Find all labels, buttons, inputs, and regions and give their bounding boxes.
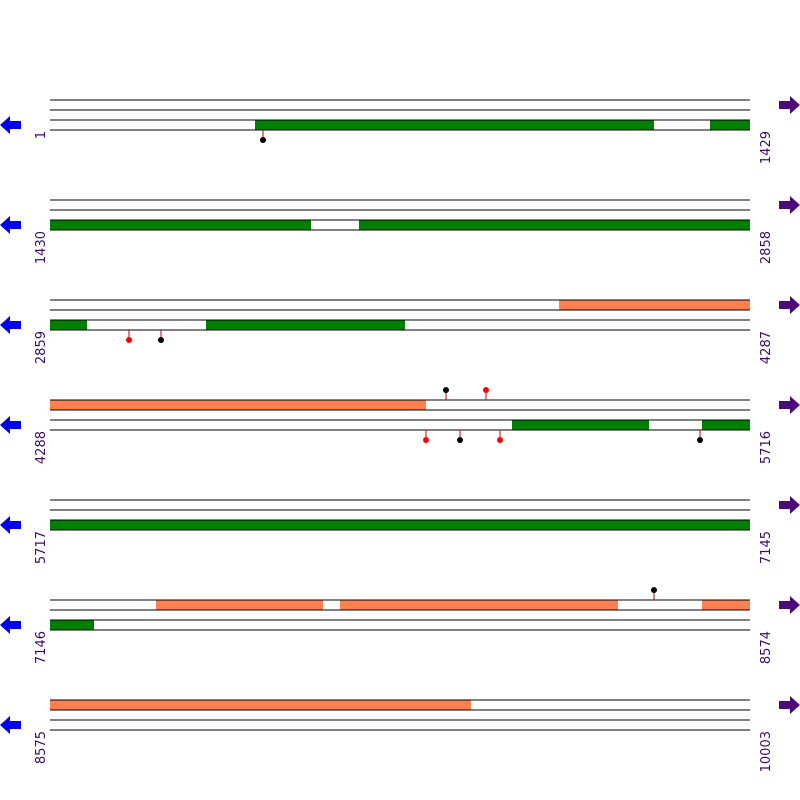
right-arrow [779, 96, 800, 114]
left-arrow [0, 116, 21, 134]
feature-bar [50, 320, 87, 330]
pin-head [260, 137, 266, 143]
pin-head [697, 437, 703, 443]
left-arrow [0, 416, 21, 434]
left-arrow [0, 316, 21, 334]
feature-bar [50, 400, 426, 410]
row-start: 8575 [34, 731, 49, 764]
left-arrow [0, 616, 21, 634]
row-end: 2858 [759, 231, 774, 264]
left-arrow [0, 216, 21, 234]
right-arrow [779, 496, 800, 514]
feature-bar [702, 600, 750, 610]
row-end: 8574 [759, 631, 774, 664]
feature-bar [255, 120, 654, 130]
feature-bar [50, 620, 94, 630]
right-arrow [779, 596, 800, 614]
row-end: 1429 [759, 131, 774, 164]
left-arrow [0, 516, 21, 534]
pin-head [483, 387, 489, 393]
feature-bar [50, 520, 750, 530]
feature-bar [710, 120, 750, 130]
pin-head [423, 437, 429, 443]
feature-bar [206, 320, 405, 330]
feature-bar [50, 700, 471, 710]
right-arrow [779, 396, 800, 414]
pin-head [497, 437, 503, 443]
row-end: 4287 [759, 331, 774, 364]
pin-head [443, 387, 449, 393]
feature-bar [702, 420, 750, 430]
row-start: 5717 [34, 531, 49, 564]
right-arrow [779, 196, 800, 214]
pin-head [651, 587, 657, 593]
right-arrow [779, 296, 800, 314]
row-start: 1 [34, 131, 49, 139]
feature-bar [559, 300, 750, 310]
row-start: 7146 [34, 631, 49, 664]
left-arrow [0, 716, 21, 734]
pin-head [457, 437, 463, 443]
feature-bar [156, 600, 323, 610]
row-start: 4288 [34, 431, 49, 464]
feature-bar [50, 220, 311, 230]
row-end: 5716 [759, 431, 774, 464]
feature-bar [512, 420, 649, 430]
row-end: 10003 [759, 731, 774, 772]
pin-head [158, 337, 164, 343]
row-start: 1430 [34, 231, 49, 264]
row-start: 2859 [34, 331, 49, 364]
row-end: 7145 [759, 531, 774, 564]
feature-bar [359, 220, 750, 230]
right-arrow [779, 696, 800, 714]
feature-bar [340, 600, 618, 610]
pin-head [126, 337, 132, 343]
